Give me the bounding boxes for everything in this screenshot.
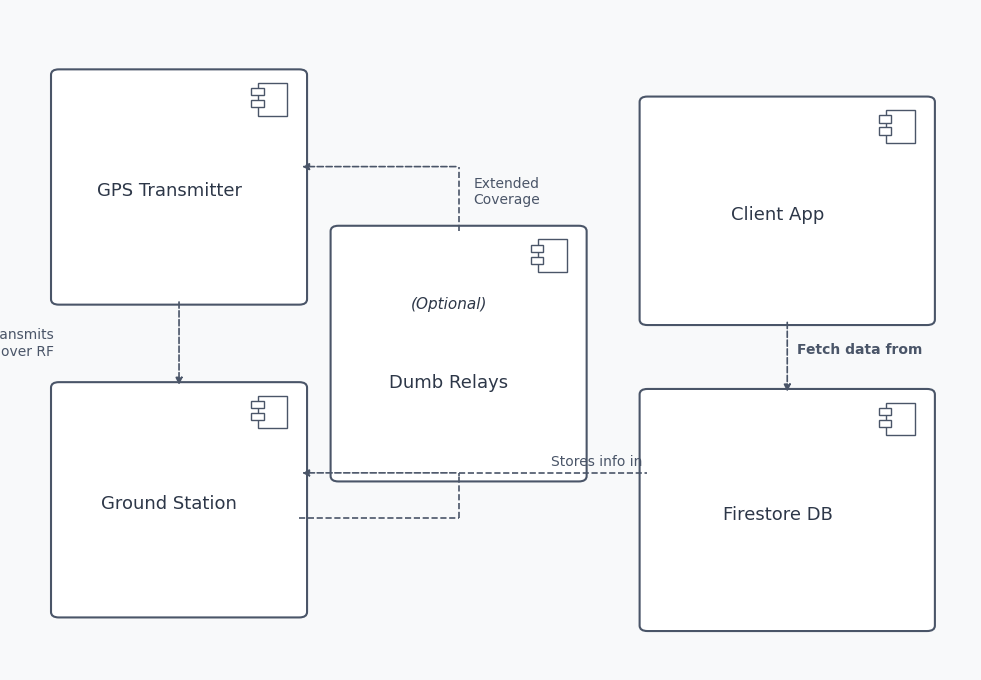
Text: Client App: Client App bbox=[731, 206, 824, 224]
Bar bbox=[251, 88, 264, 95]
Bar bbox=[251, 401, 264, 408]
Text: Transmits
data over RF: Transmits data over RF bbox=[0, 328, 54, 358]
Bar bbox=[251, 413, 264, 420]
Bar bbox=[886, 110, 915, 143]
Text: Ground Station: Ground Station bbox=[101, 495, 237, 513]
Text: Dumb Relays: Dumb Relays bbox=[389, 374, 508, 392]
FancyBboxPatch shape bbox=[51, 382, 307, 617]
FancyBboxPatch shape bbox=[640, 97, 935, 325]
Text: Fetch data from: Fetch data from bbox=[798, 343, 922, 357]
Text: Firestore DB: Firestore DB bbox=[722, 506, 833, 524]
Bar bbox=[531, 256, 543, 264]
Text: (Optional): (Optional) bbox=[411, 297, 487, 312]
Bar bbox=[886, 403, 915, 435]
FancyBboxPatch shape bbox=[51, 69, 307, 305]
FancyBboxPatch shape bbox=[331, 226, 587, 481]
Bar bbox=[531, 245, 543, 252]
Bar bbox=[538, 239, 567, 272]
Text: Stores info in: Stores info in bbox=[551, 456, 643, 469]
Bar bbox=[258, 83, 287, 116]
Bar bbox=[879, 420, 892, 427]
Text: GPS Transmitter: GPS Transmitter bbox=[97, 182, 241, 201]
Bar bbox=[879, 127, 892, 135]
FancyBboxPatch shape bbox=[640, 389, 935, 631]
Bar bbox=[251, 100, 264, 107]
Bar bbox=[879, 408, 892, 415]
Bar bbox=[879, 116, 892, 122]
Bar bbox=[258, 396, 287, 428]
Text: Extended
Coverage: Extended Coverage bbox=[474, 177, 541, 207]
